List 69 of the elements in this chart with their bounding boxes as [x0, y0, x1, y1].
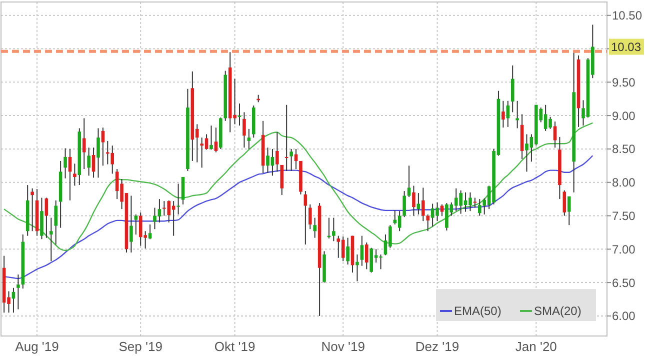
candlestick: [393, 210, 397, 225]
candlestick: [473, 197, 477, 208]
y-tick-label: 8.00: [612, 176, 636, 190]
candlestick: [567, 196, 571, 226]
candlestick: [130, 195, 133, 253]
candlestick: [284, 104, 288, 172]
candlestick: [516, 100, 519, 129]
y-tick-label: 7.50: [612, 208, 636, 223]
x-tick-label: Sep '19: [118, 339, 162, 354]
legend-label: EMA(50): [454, 304, 502, 318]
candlestick: [238, 103, 242, 126]
candlestick: [402, 190, 406, 218]
candlestick: [214, 127, 218, 153]
candlestick: [16, 274, 20, 310]
candlestick: [356, 254, 359, 282]
candlestick: [64, 148, 67, 179]
candlestick: [247, 128, 251, 150]
candlestick: [313, 217, 316, 238]
candlestick: [134, 214, 138, 235]
y-tick-label: 6.50: [612, 276, 636, 290]
candlestick: [176, 183, 180, 215]
candlestick: [426, 214, 430, 232]
text: 10.03: [611, 40, 642, 54]
candlestick: [54, 200, 58, 245]
x-tick-label: Aug '19: [15, 339, 59, 354]
candlestick: [332, 217, 336, 242]
candlestick: [30, 188, 34, 232]
candlestick: [412, 185, 416, 216]
candlestick: [364, 242, 368, 270]
candlestick: [502, 100, 505, 128]
y-tick-label: 10.50: [612, 8, 642, 23]
candlestick: [308, 204, 312, 230]
y-tick-label: 9.00: [612, 108, 636, 123]
candlestick: [82, 118, 86, 170]
x-tick-label: Jan '20: [515, 339, 557, 354]
x-tick-label: Dez '19: [415, 339, 460, 354]
candlestick: [440, 204, 444, 216]
candlestick: [242, 112, 246, 148]
candlestick: [290, 148, 293, 172]
y-tick-label: 6.00: [612, 309, 636, 324]
candlestick: [87, 147, 90, 176]
candlestick: [421, 187, 425, 222]
candlestick: [101, 127, 105, 166]
candlestick: [553, 121, 557, 148]
candlestick: [346, 237, 350, 266]
candlestick: [510, 64, 514, 113]
candlestick: [336, 235, 340, 258]
legend-label: SMA(20): [534, 304, 582, 318]
candlestick: [96, 128, 100, 178]
candlestick: [360, 235, 364, 266]
candlestick: [148, 224, 152, 240]
x-tick-label: Nov '19: [321, 339, 365, 354]
candlestick: [407, 165, 411, 198]
candlestick: [416, 192, 420, 215]
candlestick: [506, 100, 510, 128]
candlestick: [210, 125, 213, 150]
candlestick: [50, 217, 53, 262]
candlestick: [92, 147, 96, 178]
candlestick: [73, 163, 76, 186]
y-tick-label: 7.00: [612, 242, 636, 256]
candlestick: [44, 197, 48, 238]
candlestick: [280, 164, 284, 196]
candlestick: [276, 132, 279, 172]
candlestick: [181, 176, 185, 205]
candlestick: [68, 148, 72, 201]
y-tick-label: 8.50: [612, 142, 636, 156]
x-tick-label: Okt '19: [214, 339, 256, 354]
y-tick-label: 9.50: [612, 75, 636, 90]
candlestick: [562, 190, 566, 216]
